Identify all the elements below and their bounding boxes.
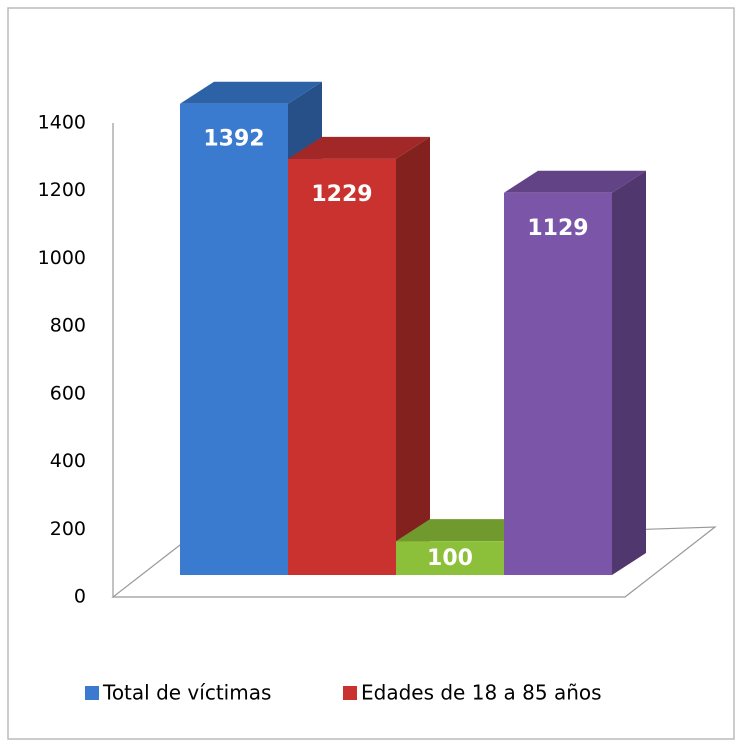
bar [504,192,612,575]
y-tick-label: 1000 [38,247,86,269]
y-tick-label: 400 [50,450,86,472]
bar-top [504,170,646,193]
y-tick-label: 1200 [38,179,86,201]
bar-side [396,136,430,575]
bar [288,158,396,575]
bar [396,541,504,575]
value-label: 1392 [203,127,264,152]
y-tick-label: 1400 [38,112,86,134]
legend-swatch [85,686,99,700]
bar-top [180,81,322,104]
bar-top [288,136,430,159]
value-label: 100 [427,546,473,571]
legend-label: Edades de 18 a 85 años [361,681,602,705]
legend-swatch [343,686,357,700]
bar [180,103,288,576]
legend-label: Total de víctimas [102,681,271,705]
value-label: 1229 [311,182,372,207]
y-tick-label: 200 [50,518,86,540]
y-tick-label: 0 [74,586,86,608]
y-tick-label: 800 [50,315,86,337]
bar-side [612,170,646,575]
value-label: 1129 [527,216,588,241]
bar-top [396,519,538,542]
y-tick-label: 600 [50,382,86,404]
